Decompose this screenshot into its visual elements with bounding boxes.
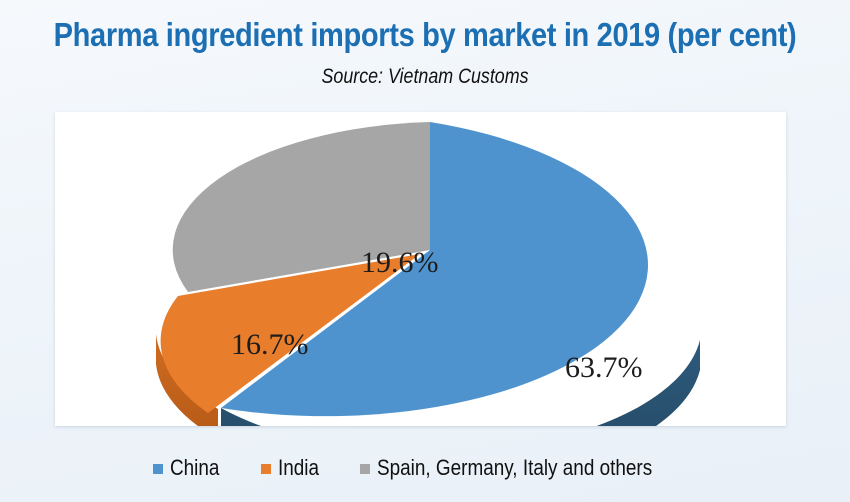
pie-slice-china-side: [221, 340, 700, 426]
pie-slice-india-top: [160, 254, 420, 413]
chart-subtitle: Source: Vietnam Customs: [321, 65, 529, 88]
legend-item-others[interactable]: Spain, Germany, Italy and others: [360, 455, 697, 481]
chart-plot-area: 63.7% 16.7% 19.6%: [55, 112, 786, 426]
pie-slice-china-top: [221, 122, 649, 417]
legend-label-china: China: [169, 455, 220, 480]
legend-item-india[interactable]: India: [261, 455, 326, 481]
data-label-india: 16.7%: [231, 328, 309, 361]
page-title: Pharma ingredient imports by market in 2…: [53, 16, 797, 53]
square-marker-icon: [360, 464, 371, 474]
data-label-others: 19.6%: [361, 246, 439, 279]
legend-label-india: India: [278, 455, 320, 480]
legend-label-others: Spain, Germany, Italy and others: [377, 455, 653, 480]
chart-legend: China India Spain, Germany, Italy and ot…: [0, 455, 850, 481]
pie-slice-others-top: [172, 122, 430, 292]
data-label-china: 63.7%: [565, 351, 643, 384]
square-marker-icon: [152, 464, 163, 474]
legend-item-china[interactable]: China: [152, 455, 227, 481]
square-marker-icon: [261, 464, 272, 474]
pie-chart-svg: [156, 122, 700, 426]
